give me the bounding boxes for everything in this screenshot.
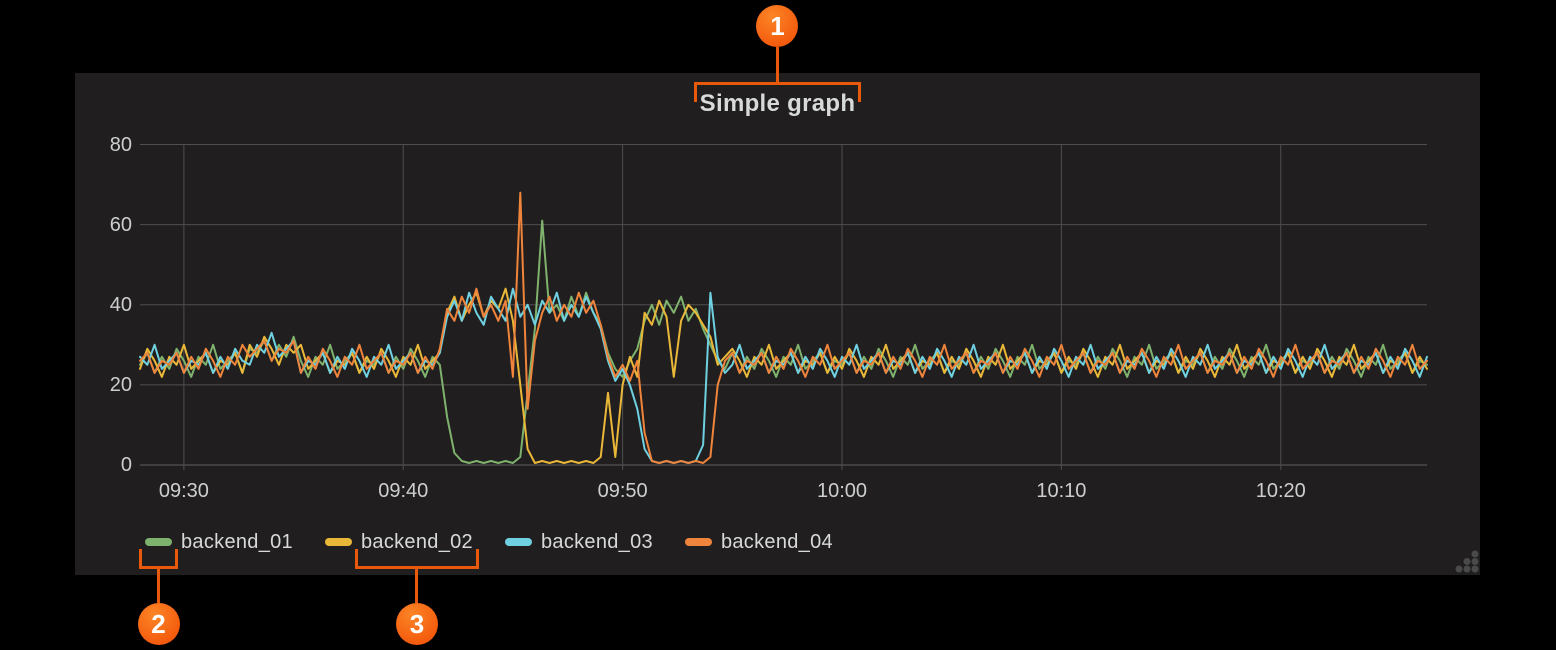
y-tick-label-40: 40 [109, 293, 132, 316]
resize-dot [1463, 565, 1471, 573]
callout-1-connector [775, 47, 779, 82]
legend-swatch-backend_01[interactable] [145, 538, 172, 546]
y-tick-label-0: 0 [120, 454, 132, 476]
graph-plot-area[interactable] [140, 145, 1427, 466]
callout-2-badge: 2 [137, 603, 180, 645]
legend-swatch-backend_02[interactable] [324, 538, 352, 546]
x-tick-label-09:50: 09:50 [597, 480, 648, 502]
panel-header: Simple graph [75, 90, 1480, 118]
legend-label-backend_01[interactable]: backend_01 [181, 530, 293, 553]
legend-swatch-backend_03[interactable] [504, 538, 532, 546]
callout-3-connector [415, 569, 419, 603]
legend-label-backend_03[interactable]: backend_03 [540, 530, 653, 553]
callout-1-bracket [693, 82, 862, 102]
graph-panel [75, 73, 1480, 575]
resize-dot [1471, 558, 1479, 565]
legend-item-backend_04[interactable]: backend_04 [684, 530, 833, 554]
resize-dot [1463, 558, 1471, 565]
legend-swatch-backend_04[interactable] [684, 538, 712, 546]
x-tick-label-09:30: 09:30 [158, 480, 209, 502]
legend-label-backend_04[interactable]: backend_04 [720, 530, 833, 553]
series-line-backend_03[interactable] [139, 287, 1428, 464]
x-tick-label-10:20: 10:20 [1255, 480, 1306, 502]
y-tick-label-80: 80 [109, 133, 132, 156]
callout-2-bracket [139, 549, 178, 569]
panel-resize-handle[interactable] [1455, 550, 1479, 573]
legend-item-backend_02[interactable]: backend_02 [324, 530, 473, 554]
y-tick-label-20: 20 [109, 373, 132, 396]
legend: backend_01 backend_02 backend_03 backend_04 [145, 529, 865, 555]
x-tick-label-09:40: 09:40 [378, 480, 429, 502]
callout-3-badge: 3 [395, 603, 438, 645]
panel-title[interactable]: Simple graph [699, 90, 856, 117]
resize-dot [1471, 550, 1479, 558]
legend-item-backend_03[interactable]: backend_03 [504, 530, 653, 554]
x-tick-label-10:10: 10:10 [1036, 480, 1087, 502]
legend-label-backend_02[interactable]: backend_02 [360, 530, 473, 553]
y-tick-label-60: 60 [109, 213, 132, 236]
resize-dot [1471, 565, 1479, 573]
callout-2-connector [157, 569, 160, 603]
callout-1-badge: 1 [756, 5, 799, 47]
series-line-backend_04[interactable] [139, 191, 1428, 464]
callout-3-bracket [354, 549, 479, 569]
x-tick-label-10:00: 10:00 [816, 480, 868, 502]
legend-item-backend_01[interactable]: backend_01 [145, 531, 293, 554]
resize-dot [1455, 565, 1463, 573]
